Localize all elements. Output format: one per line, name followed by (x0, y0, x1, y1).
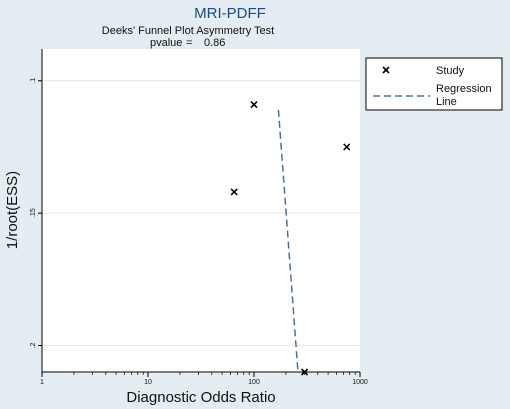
y-tick-label-1: .15 (30, 208, 37, 218)
chart-title: MRI-PDFF (194, 5, 266, 22)
chart-subtitle: Deeks' Funnel Plot Asymmetry Test (102, 25, 274, 37)
pvalue-label: pvalue (150, 37, 182, 49)
x-axis-label: Diagnostic Odds Ratio (126, 389, 275, 406)
study-point-0 (250, 101, 258, 109)
legend-study-marker (382, 66, 390, 74)
x-tick-label-1: 10 (144, 379, 152, 386)
data-marks (230, 101, 351, 376)
y-axis-label: 1/root(ESS) (4, 171, 21, 249)
plot-area (42, 49, 360, 372)
study-point-stroke (250, 101, 258, 109)
ticks: .1 .15 .2 1 10 100 1000 (30, 78, 368, 386)
legend-study-label: Study (436, 65, 465, 77)
y-tick-label-0: .1 (30, 78, 37, 84)
pvalue-equals: = (186, 37, 192, 49)
y-tick-label-2: .2 (30, 343, 37, 349)
study-point-3 (301, 368, 309, 376)
legend-regression-label-line2: Line (436, 96, 457, 108)
x-tick-label-3: 1000 (352, 379, 368, 386)
x-tick-label-2: 100 (248, 379, 260, 386)
legend-regression-label-line1: Regression (436, 83, 492, 95)
study-point-stroke (343, 143, 351, 151)
axes (41, 49, 360, 373)
study-point-stroke (230, 188, 238, 196)
x-tick-label-0: 1 (40, 379, 44, 386)
study-point-stroke (301, 368, 309, 376)
study-point-2 (343, 143, 351, 151)
gridlines (42, 80, 360, 347)
legend: Study Regression Line (365, 57, 503, 111)
pvalue-value: 0.86 (204, 37, 225, 49)
study-point-1 (230, 188, 238, 196)
